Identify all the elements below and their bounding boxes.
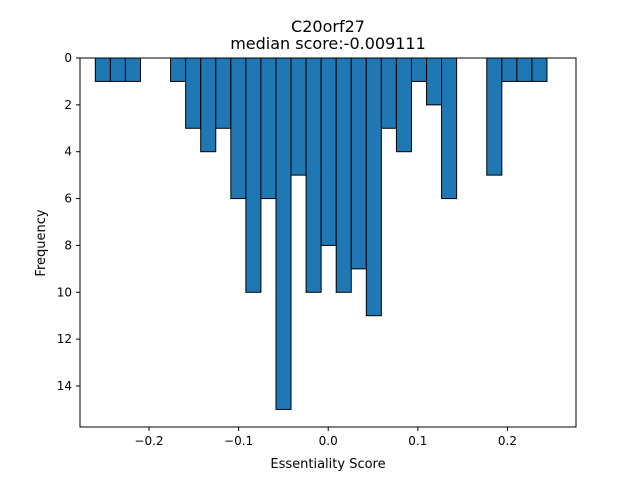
- histogram-bar-5: [200, 57, 217, 153]
- x-axis-label: Essentiality Score: [270, 457, 385, 472]
- histogram-bar-1: [109, 57, 126, 82]
- histogram-bar-22: [486, 57, 503, 176]
- histogram-bar-11: [290, 57, 307, 176]
- histogram-bar-4: [185, 57, 202, 129]
- x-tick-label: 0.2: [498, 434, 517, 448]
- x-tick-label: 0.1: [408, 434, 427, 448]
- histogram-bar-25: [531, 57, 548, 82]
- axes-layer: −0.2 −0.1 0.0 0.1 0.2 0 2 4 6 8 10 12 14: [57, 51, 577, 448]
- histogram-bar-24: [516, 57, 533, 82]
- histogram-bar-3: [170, 57, 187, 82]
- histogram-bar-13: [320, 57, 337, 246]
- histogram-bar-20: [426, 57, 443, 106]
- y-tick-label: 14: [57, 379, 72, 393]
- y-tick-label: 12: [57, 332, 72, 346]
- histogram-bar-17: [380, 57, 397, 129]
- histogram-bar-8: [245, 57, 262, 293]
- histogram-bar-10: [275, 57, 292, 410]
- histogram-bar-21: [441, 57, 458, 200]
- chart-subtitle: median score:-0.009111: [230, 34, 426, 53]
- bars-layer: [94, 57, 548, 410]
- histogram-bar-15: [350, 57, 367, 270]
- histogram-bar-14: [335, 57, 352, 293]
- histogram-bar-2: [124, 57, 141, 82]
- histogram-bar-16: [365, 57, 382, 317]
- chart-title: C20orf27: [291, 17, 365, 36]
- histogram-bar-0: [94, 57, 111, 82]
- y-tick-label: 0: [64, 51, 72, 65]
- histogram-bar-6: [215, 57, 232, 129]
- histogram-bar-12: [305, 57, 322, 293]
- y-tick-label: 6: [64, 192, 72, 206]
- histogram-bar-23: [501, 57, 518, 82]
- y-tick-label: 4: [64, 145, 72, 159]
- x-tick-label: −0.2: [134, 434, 163, 448]
- x-tick-label: 0.0: [319, 434, 338, 448]
- x-tick-label: −0.1: [224, 434, 253, 448]
- histogram-bar-19: [410, 57, 428, 82]
- y-tick-label: 10: [57, 285, 72, 299]
- y-tick-label: 8: [64, 238, 72, 252]
- histogram-bar-18: [395, 57, 412, 153]
- histogram-bar-9: [260, 57, 277, 200]
- histogram-bar-7: [230, 57, 247, 200]
- y-axis-label: Frequency: [34, 209, 49, 276]
- y-tick-label: 2: [64, 98, 72, 112]
